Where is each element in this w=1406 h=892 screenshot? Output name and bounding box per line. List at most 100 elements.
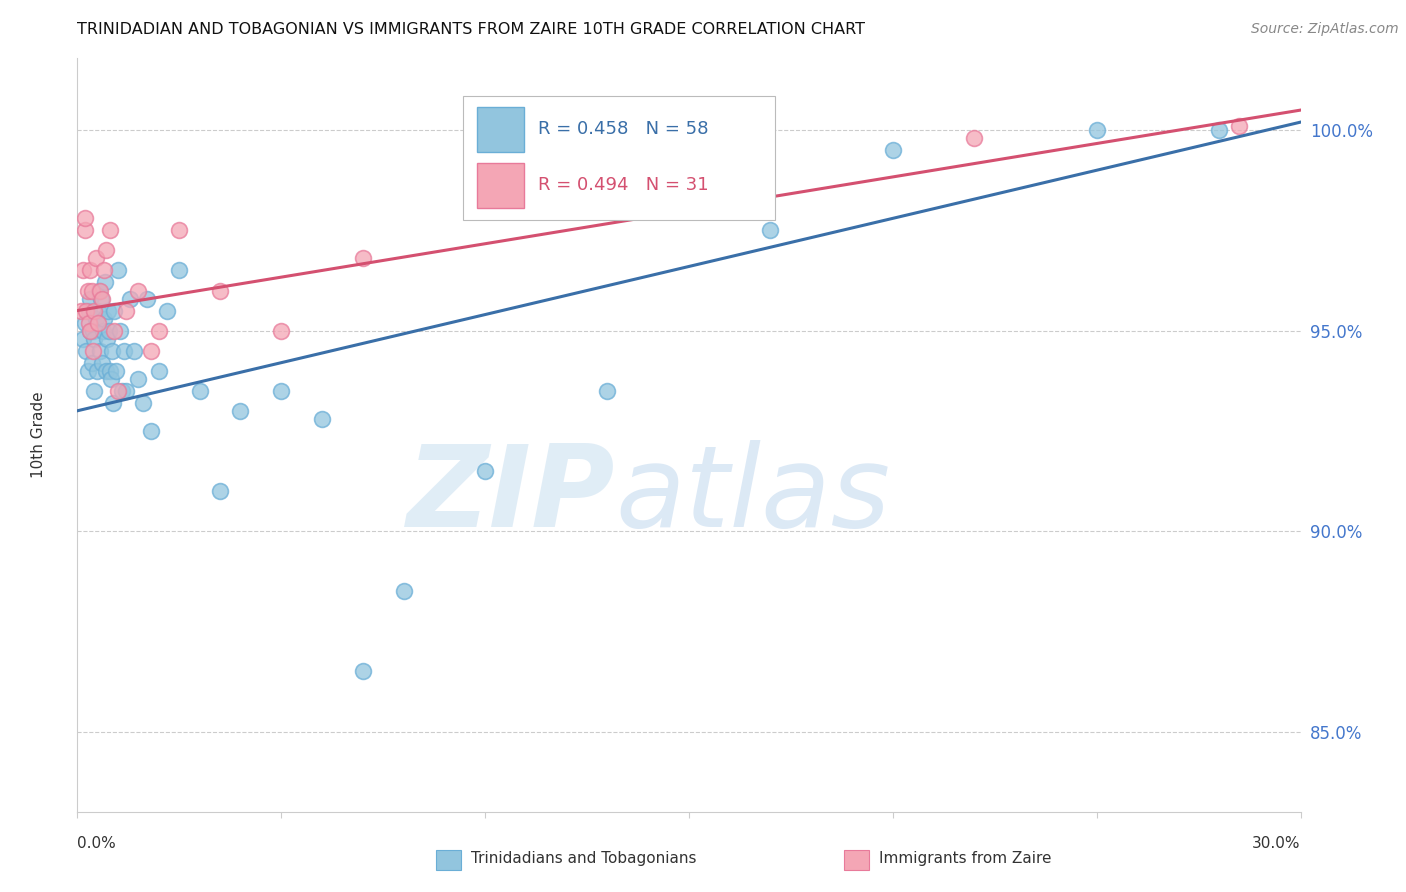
Text: atlas: atlas [616, 440, 890, 550]
Point [103, 303, 125, 318]
Text: 10th Grade: 10th Grade [31, 392, 45, 478]
Point [84, 311, 107, 326]
Point [108, 324, 131, 338]
Point [98, 364, 121, 378]
Point [80, 356, 103, 370]
Point [759, 223, 782, 237]
Point [94, 276, 117, 290]
Point [84, 252, 107, 266]
Point [596, 384, 619, 398]
Point [100, 372, 122, 386]
Bar [477, 107, 524, 152]
Point [115, 303, 138, 318]
Point [963, 131, 986, 145]
Point [98, 324, 121, 338]
Point [75, 316, 97, 330]
Point [82, 343, 104, 358]
Point [111, 384, 134, 398]
Point [76, 364, 98, 378]
Point [101, 343, 124, 358]
Point [73, 223, 96, 237]
Point [87, 303, 110, 318]
Point [79, 324, 101, 338]
Point [103, 396, 125, 410]
Bar [477, 163, 524, 208]
Text: TRINIDADIAN AND TOBAGONIAN VS IMMIGRANTS FROM ZAIRE 10TH GRADE CORRELATION CHART: TRINIDADIAN AND TOBAGONIAN VS IMMIGRANTS… [77, 22, 865, 37]
Point [82, 324, 104, 338]
Point [169, 223, 191, 237]
Text: R = 0.458   N = 58: R = 0.458 N = 58 [538, 120, 709, 138]
Point [93, 311, 115, 326]
Point [89, 284, 111, 298]
Point [90, 292, 112, 306]
Point [270, 324, 292, 338]
Point [91, 324, 114, 338]
Point [209, 483, 232, 498]
Point [72, 332, 94, 346]
Point [83, 303, 105, 318]
Point [86, 364, 108, 378]
Point [79, 292, 101, 306]
Point [105, 364, 128, 378]
Point [120, 292, 142, 306]
Point [90, 356, 112, 370]
Text: R = 0.494   N = 31: R = 0.494 N = 31 [538, 177, 709, 194]
Point [83, 384, 105, 398]
Point [131, 396, 153, 410]
Point [209, 284, 232, 298]
Point [1208, 123, 1230, 137]
Point [148, 324, 170, 338]
Point [1229, 119, 1251, 133]
Point [87, 284, 110, 298]
Point [135, 292, 157, 306]
Point [392, 584, 415, 599]
Point [94, 364, 117, 378]
Point [89, 343, 111, 358]
Point [79, 324, 101, 338]
Point [75, 303, 97, 318]
Point [270, 384, 292, 398]
Point [169, 263, 191, 277]
Point [70, 303, 93, 318]
Point [76, 284, 98, 298]
Point [107, 263, 129, 277]
Point [112, 343, 135, 358]
Text: 30.0%: 30.0% [1253, 836, 1301, 851]
Point [79, 263, 101, 277]
Point [156, 303, 179, 318]
Point [311, 412, 333, 426]
Point [72, 263, 94, 277]
Point [103, 324, 125, 338]
Point [124, 343, 146, 358]
Text: Source: ZipAtlas.com: Source: ZipAtlas.com [1251, 22, 1399, 37]
Point [1085, 123, 1108, 137]
Point [128, 372, 150, 386]
Point [882, 143, 904, 157]
Point [90, 292, 112, 306]
Point [139, 343, 162, 358]
Text: ZIP: ZIP [408, 440, 616, 550]
FancyBboxPatch shape [463, 95, 775, 220]
Point [139, 424, 162, 438]
Point [93, 263, 115, 277]
Point [83, 332, 105, 346]
Point [107, 384, 129, 398]
Point [94, 244, 117, 258]
Point [148, 364, 170, 378]
Point [229, 404, 252, 418]
Point [75, 343, 97, 358]
Point [98, 223, 121, 237]
Point [77, 316, 100, 330]
Point [128, 284, 150, 298]
Point [352, 665, 374, 679]
Point [474, 464, 496, 478]
Point [75, 211, 97, 226]
Point [97, 303, 120, 318]
Point [188, 384, 211, 398]
Point [352, 252, 374, 266]
Text: Immigrants from Zaire: Immigrants from Zaire [879, 851, 1052, 865]
Point [96, 332, 118, 346]
Text: Trinidadians and Tobagonians: Trinidadians and Tobagonians [471, 851, 696, 865]
Point [80, 284, 103, 298]
Point [115, 384, 138, 398]
